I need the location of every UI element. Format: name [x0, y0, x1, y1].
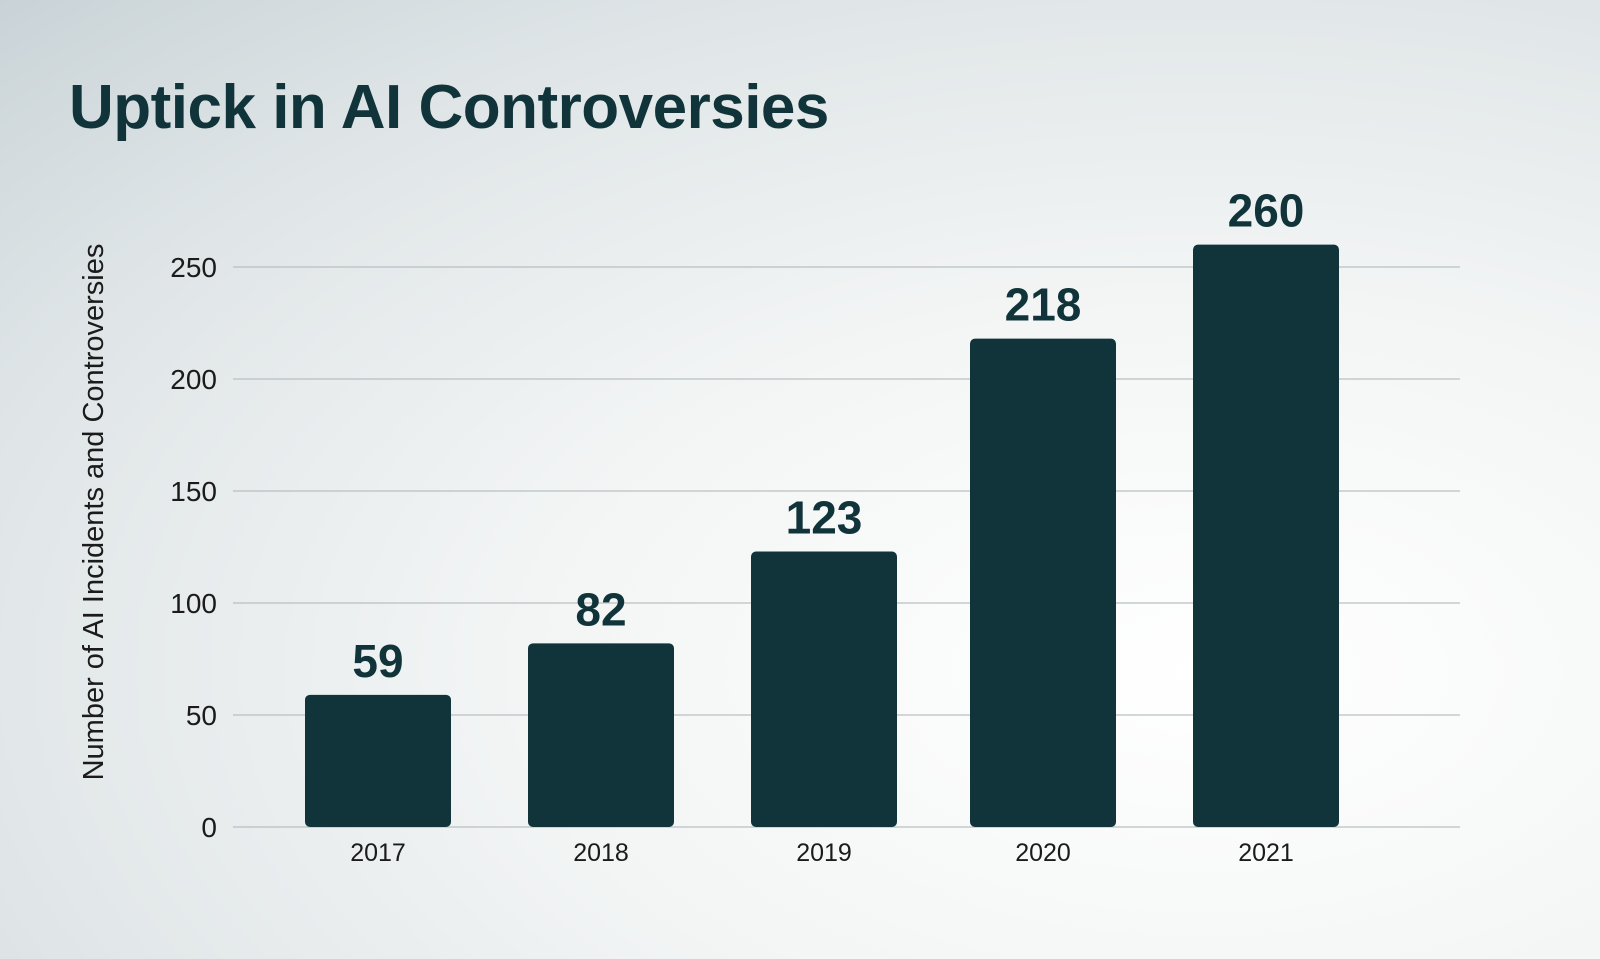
y-tick-label-200: 200 [170, 364, 217, 395]
y-axis-ticks: 0 50 100 150 200 250 [170, 252, 217, 843]
x-axis-ticks: 2017 2018 2019 2020 2021 [350, 839, 1294, 867]
y-tick-label-150: 150 [170, 476, 217, 507]
bar-2017 [305, 694, 451, 827]
x-tick-label-2021: 2021 [1238, 839, 1294, 867]
value-label-2019: 123 [786, 491, 863, 543]
y-tick-label-0: 0 [201, 812, 217, 843]
bar-2018 [528, 643, 674, 827]
y-tick-label-250: 250 [170, 252, 217, 283]
value-label-2020: 218 [1005, 279, 1082, 331]
x-tick-label-2019: 2019 [796, 839, 852, 867]
x-tick-label-2017: 2017 [350, 839, 406, 867]
bar-2021 [1193, 244, 1339, 828]
y-tick-label-100: 100 [170, 588, 217, 619]
value-labels: 59 82 123 218 260 [352, 185, 1304, 687]
x-tick-label-2018: 2018 [573, 839, 629, 867]
bar-2020 [970, 338, 1116, 827]
x-tick-label-2020: 2020 [1015, 839, 1071, 867]
value-label-2018: 82 [575, 583, 626, 635]
value-label-2017: 59 [352, 635, 403, 687]
value-label-2021: 260 [1228, 185, 1305, 237]
chart-title: Uptick in AI Controversies [69, 73, 829, 142]
bar-2019 [751, 551, 897, 827]
bars [305, 244, 1339, 828]
y-tick-label-50: 50 [186, 700, 217, 731]
y-axis-label: Number of AI Incidents and Controversies [78, 244, 110, 781]
